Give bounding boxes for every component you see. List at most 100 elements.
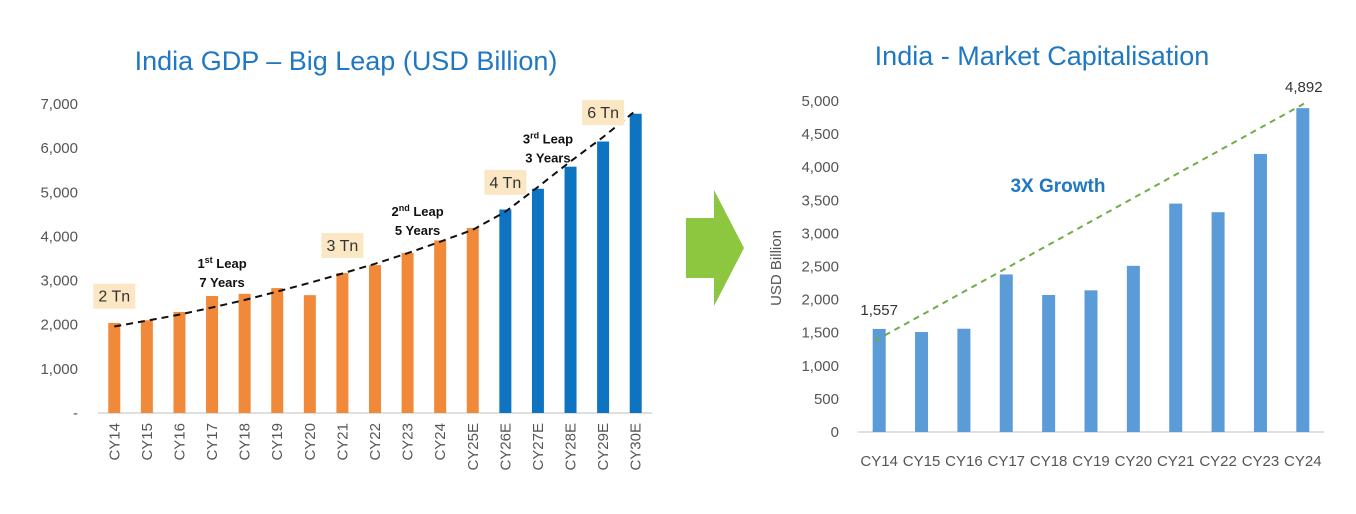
gdp-chart: India GDP – Big Leap (USD Billion) - 1,00… bbox=[40, 46, 652, 471]
gdp-bar bbox=[303, 295, 316, 413]
tn-marker-label: 2 Tn bbox=[98, 289, 130, 306]
gdp-y-axis-ticks: - 1,000 2,000 3,000 4,000 5,000 6,000 7,000 bbox=[40, 96, 78, 422]
gdp-x-tick-label: CY22 bbox=[367, 423, 384, 461]
gdp-bar bbox=[140, 320, 153, 413]
growth-annotation: 3X Growth bbox=[1010, 176, 1105, 197]
market-cap-bar bbox=[1211, 212, 1225, 432]
gdp-x-tick-label: CY27E bbox=[530, 423, 547, 471]
market-cap-y-tick-label: 2,500 bbox=[801, 259, 839, 276]
gdp-x-tick-label: CY17 bbox=[204, 423, 221, 461]
market-cap-bar bbox=[1084, 290, 1098, 432]
market-cap-bar bbox=[1042, 294, 1056, 432]
gdp-bar bbox=[401, 252, 414, 413]
market-cap-data-labels: 1,557 4,892 bbox=[860, 79, 1322, 319]
gdp-y-tick-label: 7,000 bbox=[40, 96, 78, 113]
gdp-tn-markers: 2 Tn 3 Tn 4 Tn 6 Tn bbox=[93, 100, 625, 309]
leap-duration: 5 Years bbox=[395, 223, 440, 238]
market-cap-y-tick-label: 3,000 bbox=[801, 225, 839, 242]
market-cap-x-tick-label: CY18 bbox=[1030, 453, 1068, 470]
gdp-x-tick-label: CY15 bbox=[139, 423, 156, 461]
tn-marker: 3 Tn bbox=[321, 232, 364, 258]
tn-marker: 6 Tn bbox=[582, 100, 625, 126]
tn-marker: 4 Tn bbox=[484, 169, 527, 195]
market-cap-x-tick-label: CY17 bbox=[988, 453, 1026, 470]
gdp-y-tick-label: 1,000 bbox=[40, 361, 78, 378]
gdp-y-tick-label: 4,000 bbox=[40, 228, 78, 245]
market-cap-bar bbox=[999, 274, 1013, 432]
market-cap-bar bbox=[872, 328, 886, 432]
market-cap-x-axis-ticks: CY14 CY15 CY16 CY17 CY18 CY19 CY20 CY21 CY22 CY23… bbox=[860, 453, 1321, 470]
gdp-x-tick-label: CY30E bbox=[628, 423, 645, 471]
market-cap-x-tick-label: CY19 bbox=[1072, 453, 1110, 470]
gdp-x-tick-label: CY26E bbox=[497, 423, 514, 471]
market-cap-x-tick-label: CY23 bbox=[1242, 453, 1280, 470]
tn-marker-label: 4 Tn bbox=[489, 175, 521, 192]
market-cap-y-axis-ticks: 0 500 1,000 1,500 2,000 2,500 3,000 3,500 4,000 4… bbox=[801, 93, 839, 441]
leap-duration: 3 Years bbox=[525, 151, 570, 166]
gdp-x-tick-label: CY16 bbox=[171, 423, 188, 461]
tn-marker-label: 6 Tn bbox=[587, 105, 619, 122]
gdp-bar bbox=[434, 240, 447, 413]
market-cap-growth-line bbox=[874, 101, 1308, 342]
gdp-bar bbox=[336, 273, 349, 413]
market-cap-data-label: 1,557 bbox=[860, 302, 898, 319]
leap-annotation: 2nd Leap 5 Years bbox=[391, 203, 443, 238]
gdp-x-tick-label: CY18 bbox=[237, 423, 254, 461]
gdp-x-tick-label: CY21 bbox=[334, 423, 351, 461]
gdp-bar bbox=[108, 322, 121, 413]
market-cap-chart-title: India - Market Capitalisation bbox=[875, 41, 1210, 71]
gdp-bars bbox=[108, 113, 642, 413]
gdp-chart-title: India GDP – Big Leap (USD Billion) bbox=[135, 46, 558, 76]
market-cap-y-tick-label: 3,500 bbox=[801, 192, 839, 209]
market-cap-y-tick-label: 1,000 bbox=[801, 358, 839, 375]
gdp-x-tick-label: CY14 bbox=[106, 423, 123, 461]
market-cap-bar bbox=[1126, 265, 1140, 432]
market-cap-bar bbox=[1253, 153, 1267, 432]
gdp-trend-line bbox=[114, 109, 637, 328]
gdp-bar bbox=[271, 288, 284, 413]
market-cap-x-tick-label: CY15 bbox=[903, 453, 941, 470]
arrow-right-icon bbox=[686, 190, 744, 306]
market-cap-x-tick-label: CY24 bbox=[1284, 453, 1322, 470]
leap-duration: 7 Years bbox=[199, 275, 244, 290]
gdp-x-tick-label: CY28E bbox=[563, 423, 580, 471]
gdp-bar bbox=[173, 311, 186, 413]
market-cap-y-axis-label: USD Billion bbox=[768, 230, 785, 306]
gdp-x-tick-label: CY23 bbox=[400, 423, 417, 461]
market-cap-x-tick-label: CY20 bbox=[1115, 453, 1153, 470]
leap-title: 2nd Leap bbox=[391, 203, 443, 219]
market-cap-bar bbox=[957, 328, 971, 432]
market-cap-x-tick-label: CY14 bbox=[860, 453, 898, 470]
gdp-bar bbox=[597, 141, 610, 413]
market-cap-y-tick-label: 4,000 bbox=[801, 159, 839, 176]
gdp-bar bbox=[466, 228, 479, 413]
market-cap-y-tick-label: 0 bbox=[831, 424, 839, 441]
market-cap-y-tick-label: 2,000 bbox=[801, 292, 839, 309]
market-cap-y-tick-label: 4,500 bbox=[801, 126, 839, 143]
gdp-y-tick-label: 3,000 bbox=[40, 273, 78, 290]
tn-marker-box bbox=[93, 283, 136, 309]
market-cap-bar bbox=[1296, 108, 1310, 432]
gdp-y-tick-label: - bbox=[73, 405, 78, 422]
gdp-y-tick-label: 2,000 bbox=[40, 317, 78, 334]
gdp-leap-annotations: 1st Leap 7 Years 2nd Leap 5 Years 3rd Leap 3 … bbox=[197, 131, 573, 290]
market-cap-y-tick-label: 5,000 bbox=[801, 93, 839, 110]
gdp-x-tick-label: CY25E bbox=[465, 423, 482, 471]
market-cap-chart: India - Market Capitalisation USD Billio… bbox=[768, 41, 1324, 470]
gdp-y-tick-label: 6,000 bbox=[40, 140, 78, 157]
market-cap-bars bbox=[872, 108, 1310, 432]
market-cap-x-tick-label: CY21 bbox=[1157, 453, 1195, 470]
market-cap-data-label: 4,892 bbox=[1285, 79, 1323, 96]
gdp-bar bbox=[369, 265, 381, 413]
leap-annotation: 1st Leap 7 Years bbox=[197, 255, 246, 290]
market-cap-x-tick-label: CY16 bbox=[945, 453, 983, 470]
gdp-x-tick-label: CY24 bbox=[432, 423, 449, 461]
gdp-bar bbox=[564, 166, 577, 413]
market-cap-x-tick-label: CY22 bbox=[1199, 453, 1237, 470]
leap-annotation: 3rd Leap 3 Years bbox=[523, 131, 573, 166]
tn-marker-label: 3 Tn bbox=[327, 238, 359, 255]
tn-marker-box bbox=[582, 100, 625, 126]
gdp-bar bbox=[499, 209, 512, 413]
gdp-x-tick-label: CY19 bbox=[269, 423, 286, 461]
leap-title: 3rd Leap bbox=[523, 131, 573, 147]
